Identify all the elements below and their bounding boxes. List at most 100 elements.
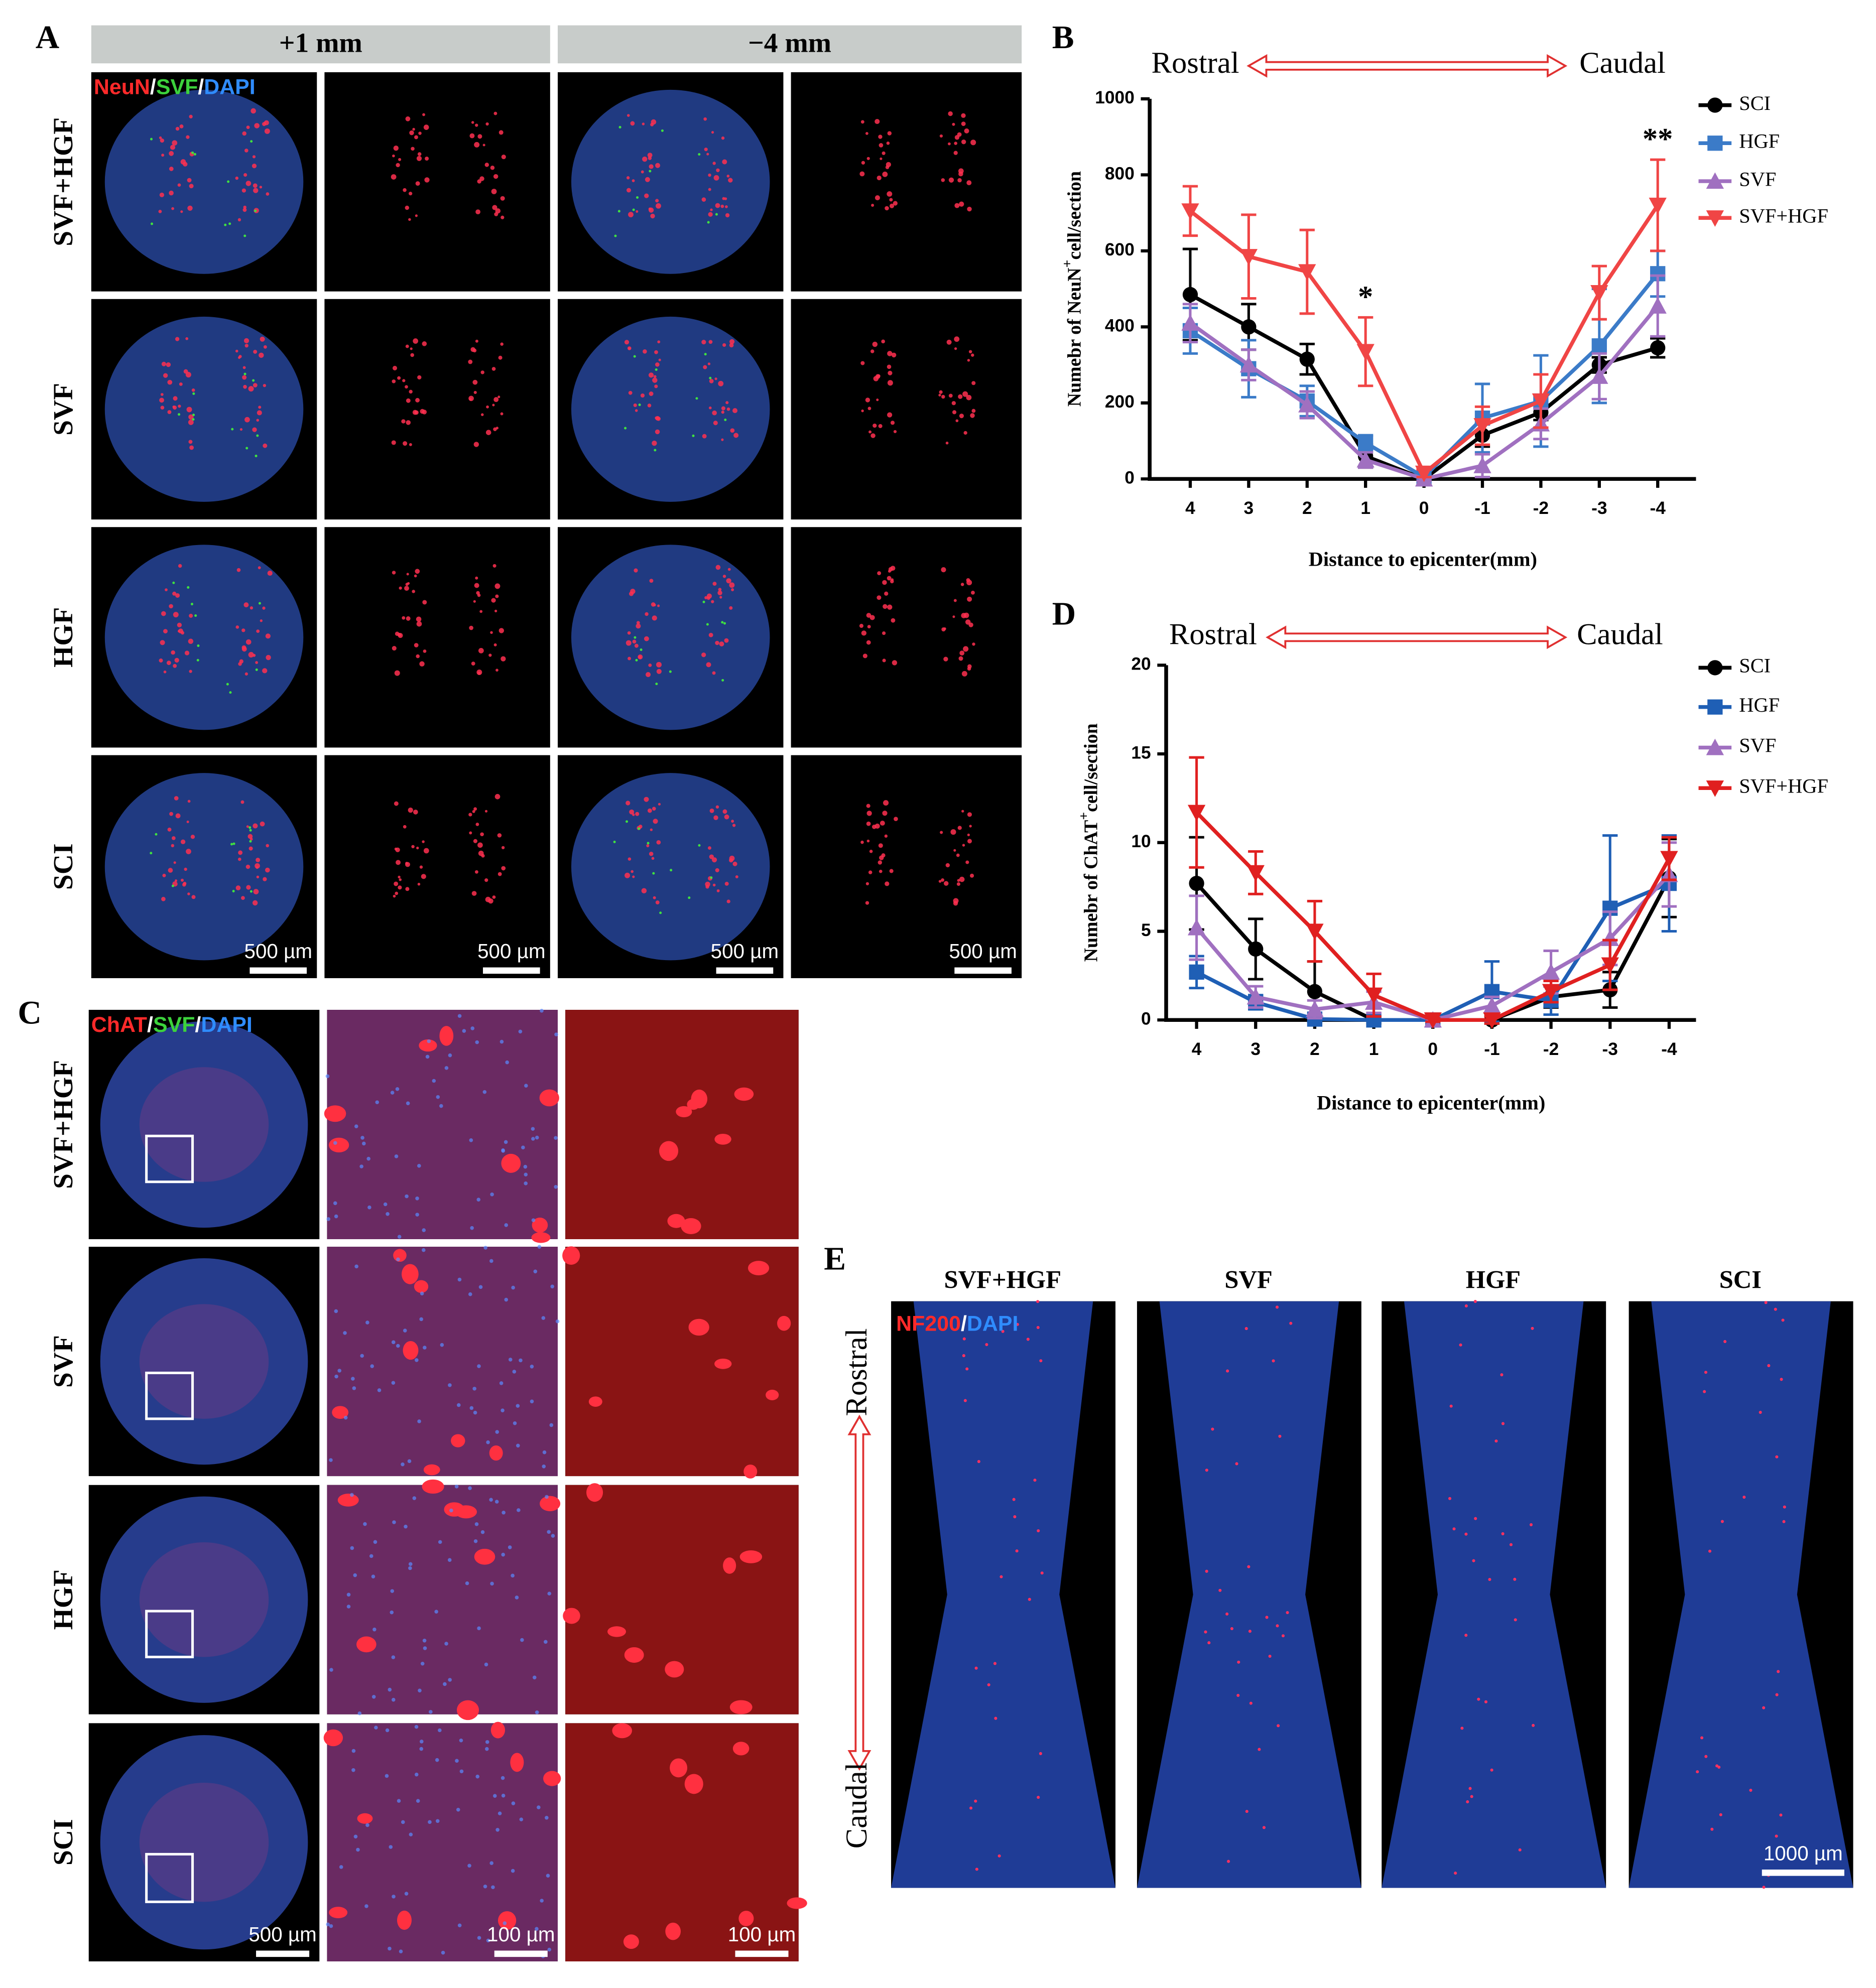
cell-dot xyxy=(241,628,245,632)
marker xyxy=(1239,356,1258,373)
cell-dot xyxy=(891,618,896,623)
tissue-section xyxy=(571,316,770,502)
cell-dot xyxy=(159,136,162,140)
svf-dot xyxy=(194,614,197,617)
cell-dot xyxy=(500,196,505,201)
cell-dot xyxy=(472,379,478,385)
cell-dot xyxy=(861,409,864,413)
neuron xyxy=(423,1464,440,1476)
cell-dot xyxy=(967,206,972,212)
neuron xyxy=(419,1039,437,1052)
nucleus xyxy=(334,1309,338,1313)
cell-dot xyxy=(718,380,724,386)
cell-dot xyxy=(704,596,708,599)
cell-dot xyxy=(253,188,259,193)
cell-dot xyxy=(243,205,246,209)
cell-dot xyxy=(422,113,425,116)
cell-dot xyxy=(868,430,872,434)
column-header: HGF xyxy=(1466,1265,1521,1293)
cell-dot xyxy=(493,397,499,403)
cell-dot xyxy=(493,174,498,179)
cell-dot xyxy=(867,407,871,411)
nucleus xyxy=(329,1924,333,1928)
cell-dot xyxy=(405,344,409,348)
cell-dot xyxy=(161,896,166,901)
channel-name: / xyxy=(147,1013,153,1037)
cell-dot xyxy=(963,612,969,618)
nucleus xyxy=(467,1864,471,1868)
fiber-dot xyxy=(1501,1422,1505,1425)
marker xyxy=(1356,344,1374,361)
svf-dot xyxy=(187,586,190,589)
cell-dot xyxy=(966,580,972,586)
nucleus xyxy=(484,1662,488,1667)
x-tick-label: -2 xyxy=(1543,1039,1559,1059)
fiber-dot xyxy=(1468,1787,1472,1790)
micrograph xyxy=(791,527,1022,748)
cell-dot xyxy=(636,210,639,213)
cell-dot xyxy=(882,171,888,177)
cell-dot xyxy=(634,568,638,573)
micrograph xyxy=(562,1246,799,1479)
neuron xyxy=(329,1907,348,1919)
neuron xyxy=(738,1911,754,1926)
image-background xyxy=(324,72,550,292)
cell-dot xyxy=(956,853,960,857)
marker xyxy=(1239,249,1258,266)
cell-dot xyxy=(731,588,734,592)
nucleus xyxy=(524,1172,528,1177)
neuron xyxy=(531,1232,551,1243)
cell-dot xyxy=(186,849,191,854)
cell-dot xyxy=(712,162,716,165)
cell-dot xyxy=(641,888,647,894)
channel-name: ChAT xyxy=(91,1013,147,1037)
channel-name: NeuN xyxy=(94,75,150,99)
cell-dot xyxy=(394,801,399,806)
cell-dot xyxy=(945,863,950,868)
neuron xyxy=(540,1496,561,1512)
fiber-dot xyxy=(1245,1810,1248,1813)
cell-dot xyxy=(715,640,719,645)
cell-dot xyxy=(188,414,194,420)
cell-dot xyxy=(969,825,972,828)
cell-dot xyxy=(968,350,972,353)
cell-dot xyxy=(715,805,719,809)
cell-dot xyxy=(474,870,478,874)
nucleus xyxy=(406,1101,410,1106)
marker xyxy=(1649,197,1667,214)
cell-dot xyxy=(943,656,948,661)
cell-dot xyxy=(882,631,886,635)
nucleus xyxy=(444,1642,448,1646)
nucleus xyxy=(420,1661,425,1666)
fiber-dot xyxy=(1710,1827,1714,1831)
nucleus xyxy=(545,1815,549,1820)
nucleus xyxy=(405,1194,409,1199)
marker xyxy=(1707,660,1723,676)
cell-dot xyxy=(469,831,472,835)
svf-dot xyxy=(636,196,639,199)
column-header: SVF xyxy=(1224,1265,1272,1293)
cell-dot xyxy=(967,359,970,362)
micrograph xyxy=(91,527,317,748)
cell-dot xyxy=(965,860,969,864)
nucleus xyxy=(447,1558,452,1562)
cell-dot xyxy=(882,811,888,816)
cell-dot xyxy=(938,393,941,396)
nucleus xyxy=(465,1581,469,1585)
cell-dot xyxy=(172,591,177,596)
nucleus xyxy=(521,1145,525,1150)
neuron xyxy=(659,1141,679,1161)
nucleus xyxy=(436,1095,440,1099)
cell-dot xyxy=(488,653,492,657)
fiber-dot xyxy=(1708,1549,1712,1553)
cell-dot xyxy=(953,151,958,155)
cell-dot xyxy=(177,622,182,627)
cell-dot xyxy=(178,564,182,568)
legend-label: SCI xyxy=(1739,654,1771,677)
neuron xyxy=(732,1742,749,1756)
cell-dot xyxy=(731,820,734,823)
nucleus xyxy=(502,1510,506,1515)
cell-dot xyxy=(712,582,717,586)
fiber-dot xyxy=(1783,1505,1786,1509)
cell-dot xyxy=(653,819,658,824)
